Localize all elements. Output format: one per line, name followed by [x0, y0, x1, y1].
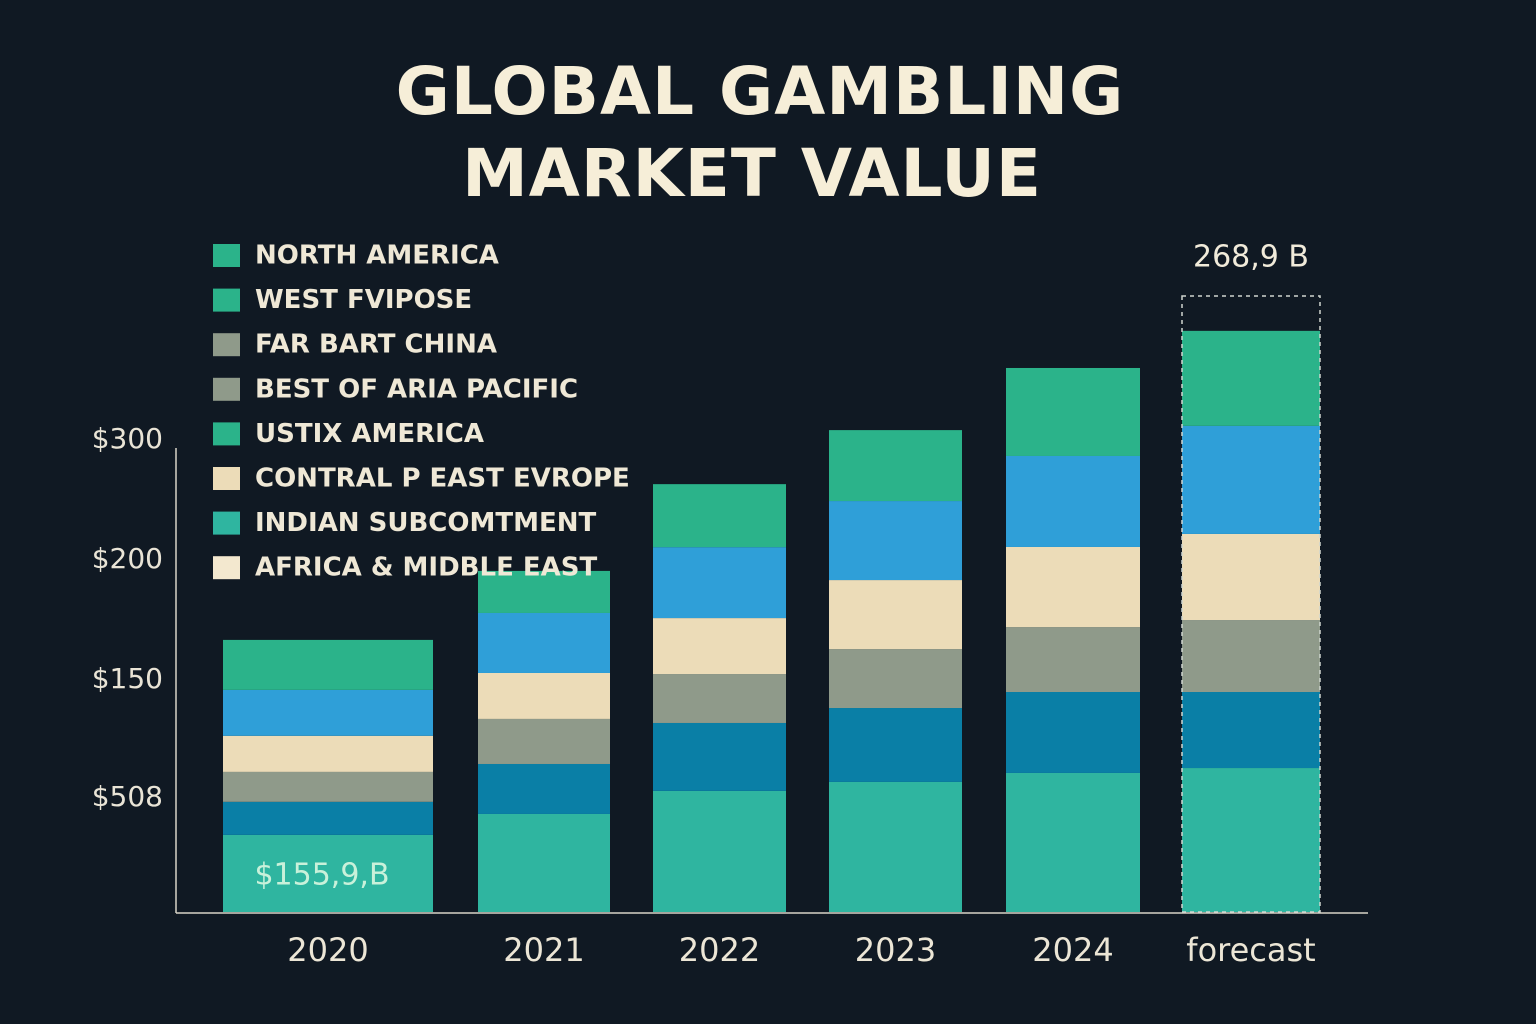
- bar-segment: [653, 484, 786, 548]
- y-axis-label: $150: [92, 662, 163, 695]
- legend-swatch: [213, 333, 240, 357]
- legend-swatch: [213, 288, 240, 312]
- bar-segment: [653, 618, 786, 675]
- y-axis-label: $508: [92, 780, 163, 813]
- bar-segment: [1006, 627, 1140, 692]
- bar-segment: [478, 612, 610, 673]
- bar-segment: [653, 547, 786, 619]
- forecast-outline: [1181, 295, 1321, 913]
- x-tick-label: 2022: [679, 931, 760, 969]
- bar-segment: [1006, 367, 1140, 456]
- bar-segment: [653, 674, 786, 723]
- bar-segment: [223, 689, 433, 736]
- legend-label: AFRICA & MIDBLE EAST: [255, 553, 597, 583]
- legend-label: NORTH AMERICA: [255, 241, 499, 271]
- bar-segment: [653, 790, 786, 912]
- bar-segment: [829, 781, 962, 912]
- bar-segment: [1182, 692, 1320, 769]
- x-tick-label: 2023: [855, 931, 936, 969]
- x-tick-label: forecast: [1186, 931, 1315, 969]
- legend-label: WEST FVIPOSE: [255, 285, 472, 315]
- chart-title: MARKET VALUE: [462, 135, 1042, 212]
- bar-segment: [478, 763, 610, 814]
- y-axis-label: $200: [92, 542, 163, 575]
- bar-segment: [1006, 772, 1140, 912]
- bar-segment: [1182, 330, 1320, 426]
- bar-segment: [1182, 533, 1320, 621]
- legend-swatch: [213, 377, 240, 401]
- bar-segment: [223, 771, 433, 802]
- annotation: 268,9 B: [1193, 240, 1309, 275]
- annotation: $155,9,B: [254, 858, 389, 893]
- bar-segment: [478, 813, 610, 912]
- bar-segment: [478, 570, 610, 613]
- legend-swatch: [213, 422, 240, 446]
- bar-segment: [1182, 620, 1320, 692]
- legend-swatch: [213, 244, 240, 267]
- bar-segment: [478, 672, 610, 719]
- y-axis-label: $300: [92, 422, 163, 455]
- legend-label: USTIX AMERICA: [255, 419, 484, 449]
- bar-segment: [829, 580, 962, 650]
- bar-segment: [1182, 425, 1320, 534]
- bar-segment: [223, 801, 433, 835]
- bar-segment: [653, 722, 786, 791]
- bar-segment: [829, 649, 962, 709]
- bar-segment: [1006, 692, 1140, 773]
- bar-segment: [829, 708, 962, 782]
- chart-title: GLOBAL GAMBLING: [396, 53, 1125, 130]
- bar-segment: [829, 501, 962, 581]
- x-tick-label: 2024: [1032, 931, 1113, 969]
- bar-segment: [829, 430, 962, 502]
- legend-label: INDIAN SUBCOMTMENT: [255, 508, 596, 538]
- legend-label: FAR BART CHINA: [255, 330, 497, 360]
- bar-segment: [478, 718, 610, 764]
- bar-segment: [223, 735, 433, 772]
- legend-label: BEST OF ARIA PACIFIC: [255, 374, 578, 404]
- x-tick-label: 2020: [287, 931, 368, 969]
- legend-swatch: [213, 511, 240, 535]
- legend-swatch: [213, 556, 240, 580]
- bar-segment: [1006, 546, 1140, 628]
- legend-label: CONTRAL P EAST EVROPE: [255, 464, 630, 494]
- legend-swatch: [213, 467, 240, 490]
- bar-segment: [1006, 455, 1140, 547]
- x-tick-label: 2021: [503, 931, 584, 969]
- bar-segment: [1182, 768, 1320, 912]
- bar-segment: [223, 639, 433, 690]
- bar-segment: [223, 834, 433, 912]
